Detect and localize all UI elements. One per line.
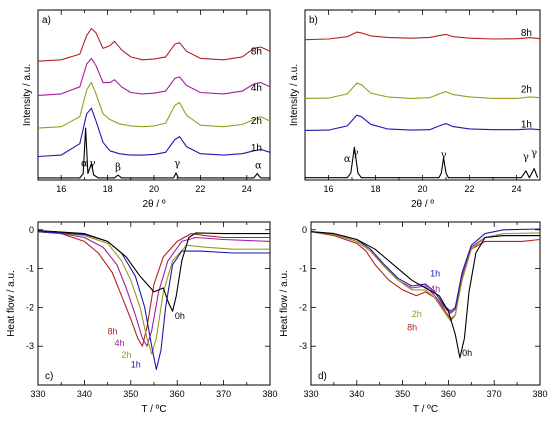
p2-peak-label: γ — [441, 150, 447, 161]
p2-peak-label: α — [344, 154, 351, 165]
p4-x-axis-label: T / ºC — [413, 404, 438, 415]
p1-peak-label: γ — [174, 158, 180, 169]
p4-series-line-1h — [310, 228, 541, 312]
p2-series-line-2h — [304, 82, 541, 99]
p1-x-tick-label: 22 — [195, 184, 205, 194]
p3-y-tick-label: -3 — [26, 341, 34, 351]
p4-x-tick-label: 330 — [303, 389, 318, 399]
p3-x-tick-label: 350 — [123, 389, 138, 399]
p3-x-tick-label: 370 — [216, 389, 231, 399]
p4-series-line-0h — [310, 231, 540, 359]
p2-x-tick-label: 16 — [323, 184, 333, 194]
p4-x-tick-label: 370 — [487, 389, 502, 399]
p3-series-label: 2h — [122, 350, 132, 360]
p4-y-tick-label: 0 — [302, 225, 307, 235]
p3-series-label: 1h — [131, 360, 141, 370]
p2-panel-label: b) — [309, 15, 318, 26]
p1-peak-label: β — [115, 162, 121, 173]
p3-series-line-0h — [37, 229, 270, 312]
p2-peak-label: γ — [353, 148, 359, 159]
p1-series-line-1h — [37, 107, 271, 158]
p3-x-tick-label: 380 — [262, 389, 277, 399]
p2-series-line-8h — [304, 31, 541, 41]
p3-series-label: 8h — [108, 327, 118, 337]
p3-panel-label: c) — [45, 371, 53, 382]
p2-peak-label: γ — [531, 148, 537, 159]
p4-series-line-4h — [310, 231, 540, 314]
p1-series-line-reference — [38, 127, 270, 179]
p3-y-tick-label: 0 — [29, 225, 34, 235]
p1-peak-label: α — [81, 158, 88, 169]
p1-series-label: 1h — [251, 143, 262, 154]
p3-y-tick-label: -1 — [26, 264, 34, 274]
p3-x-tick-label: 330 — [30, 389, 45, 399]
p2-peak-label: γ — [523, 152, 529, 163]
p1-y-axis-label: Intensity / a.u. — [22, 64, 33, 126]
p3-x-axis-label: T / ºC — [141, 404, 166, 415]
p4-y-axis-label: Heat flow / a.u. — [279, 270, 290, 337]
p4-y-tick-label: -3 — [299, 341, 307, 351]
p2-series-line-reference — [305, 146, 539, 179]
p3-y-tick-label: -2 — [26, 302, 34, 312]
p2-series-label: 2h — [521, 84, 532, 95]
p1-series-label: 2h — [251, 116, 262, 127]
p4-x-tick-label: 340 — [349, 389, 364, 399]
p4-series-line-2h — [310, 231, 541, 322]
p3-series-label: 4h — [115, 338, 125, 348]
p1-series-label: 8h — [251, 46, 262, 57]
p4-series-label: 1h — [430, 268, 440, 278]
p1-series-line-2h — [37, 82, 271, 129]
p2-x-axis-label: 2θ / º — [411, 199, 434, 210]
p3-series-line-1h — [37, 231, 270, 371]
p3-series-line-8h — [37, 231, 270, 347]
p3-x-tick-label: 360 — [170, 389, 185, 399]
p2-series-label: 8h — [521, 28, 532, 39]
p2-series-line-1h — [304, 114, 541, 131]
p4-series-label: 2h — [412, 309, 422, 319]
p1-x-tick-label: 16 — [56, 184, 66, 194]
p2-y-axis-label: Intensity / a.u. — [289, 64, 300, 126]
p2-x-tick-label: 20 — [417, 184, 427, 194]
p1-peak-label: γ — [90, 158, 96, 169]
p4-series-label: 0h — [462, 348, 472, 358]
p4-plot-frame — [310, 221, 541, 386]
p2-x-tick-label: 24 — [511, 184, 521, 194]
p3-x-tick-label: 340 — [77, 389, 92, 399]
p1-x-axis-label: 2θ / º — [142, 199, 165, 210]
p3-series-label: 0h — [175, 311, 185, 321]
p3-series-line-4h — [37, 231, 271, 347]
p1-series-line-4h — [37, 57, 271, 96]
p4-series-label: 8h — [407, 323, 417, 333]
p1-x-tick-label: 20 — [149, 184, 159, 194]
p4-x-tick-label: 380 — [532, 389, 547, 399]
p1-x-tick-label: 18 — [103, 184, 113, 194]
p2-x-tick-label: 18 — [370, 184, 380, 194]
p4-series-label: 4h — [430, 284, 440, 294]
p4-series-line-8h — [310, 231, 541, 320]
p1-panel-label: a) — [42, 15, 51, 26]
p1-series-label: 4h — [251, 83, 262, 94]
p4-y-tick-label: -1 — [299, 264, 307, 274]
p2-x-tick-label: 22 — [464, 184, 474, 194]
p4-panel-label: d) — [318, 371, 327, 382]
p3-y-axis-label: Heat flow / a.u. — [6, 270, 17, 337]
p1-peak-label: α — [255, 160, 262, 171]
p2-series-label: 1h — [521, 119, 532, 130]
p1-series-line-8h — [37, 27, 271, 62]
p4-x-tick-label: 350 — [395, 389, 410, 399]
p4-y-tick-label: -2 — [299, 302, 307, 312]
p1-x-tick-label: 24 — [242, 184, 252, 194]
p4-x-tick-label: 360 — [441, 389, 456, 399]
p3-series-line-2h — [37, 231, 270, 355]
